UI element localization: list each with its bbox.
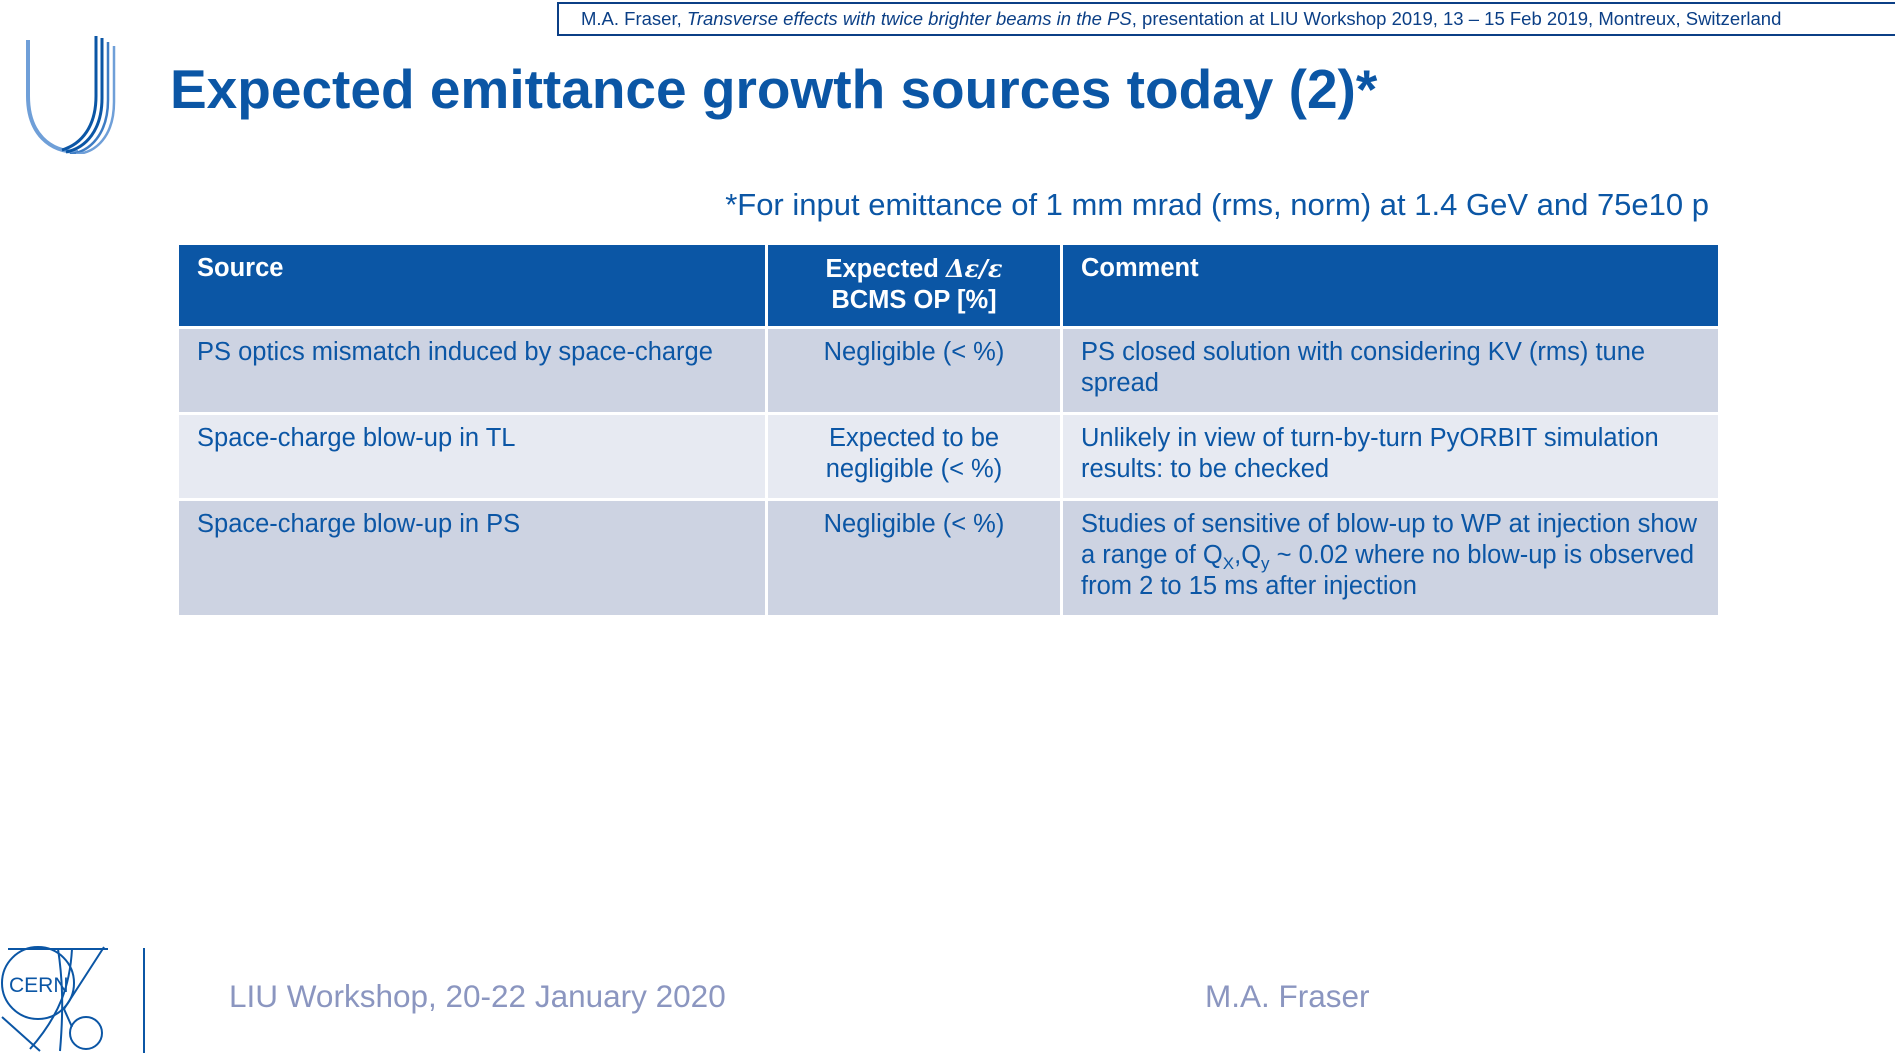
- comment-comma: ,Q: [1234, 541, 1262, 569]
- liu-u-logo-icon: [26, 36, 116, 154]
- header-expected-symbol: Δε/ε: [945, 254, 1003, 283]
- header-expected-prefix: Expected: [825, 255, 946, 283]
- table-row: PS optics mismatch induced by space-char…: [176, 326, 1721, 415]
- cell-comment: Unlikely in view of turn-by-turn PyORBIT…: [1060, 412, 1721, 501]
- cern-logo-icon: CERN: [1, 946, 108, 1052]
- comment-part1: Studies of sensitive of blow-up to WP at…: [1081, 510, 1698, 569]
- cell-source: PS optics mismatch induced by space-char…: [176, 326, 768, 415]
- cell-source: Space-charge blow-up in TL: [176, 412, 768, 501]
- cell-source: Space-charge blow-up in PS: [176, 498, 768, 618]
- comment-part2: ~ 0.02 where no blow-up is observed from…: [1081, 541, 1695, 600]
- emittance-footnote: *For input emittance of 1 mm mrad (rms, …: [725, 187, 1709, 222]
- cell-comment: PS closed solution with considering KV (…: [1060, 326, 1721, 415]
- header-expected-line2: BCMS OP [%]: [831, 286, 997, 314]
- header-comment: Comment: [1060, 242, 1721, 329]
- cell-expected: Expected to be negligible (< %): [765, 412, 1063, 501]
- footer-event: LIU Workshop, 20-22 January 2020: [229, 978, 726, 1014]
- cell-comment: Studies of sensitive of blow-up to WP at…: [1060, 498, 1721, 618]
- header-expected: Expected Δε/ε BCMS OP [%]: [765, 242, 1063, 329]
- table-header-row: Source Expected Δε/ε BCMS OP [%] Comment: [176, 242, 1721, 329]
- citation-author: M.A. Fraser,: [581, 8, 687, 29]
- cern-logo-text: CERN: [9, 974, 69, 997]
- footer-divider: [143, 948, 145, 1053]
- citation-talk-title: Transverse effects with twice brighter b…: [686, 8, 1132, 29]
- subscript-x: X: [1222, 554, 1235, 574]
- citation-banner: M.A. Fraser, Transverse effects with twi…: [557, 2, 1895, 36]
- citation-details: , presentation at LIU Workshop 2019, 13 …: [1131, 8, 1782, 29]
- cell-expected: Negligible (< %): [765, 498, 1063, 618]
- table-row: Space-charge blow-up in TL Expected to b…: [176, 412, 1721, 501]
- subscript-y: y: [1261, 554, 1270, 574]
- header-source: Source: [176, 242, 768, 329]
- emittance-growth-table: Source Expected Δε/ε BCMS OP [%] Comment …: [176, 242, 1721, 618]
- table-row: Space-charge blow-up in PS Negligible (<…: [176, 498, 1721, 618]
- page-title: Expected emittance growth sources today …: [170, 58, 1378, 120]
- footer-author: M.A. Fraser: [1205, 978, 1370, 1014]
- cell-expected: Negligible (< %): [765, 326, 1063, 415]
